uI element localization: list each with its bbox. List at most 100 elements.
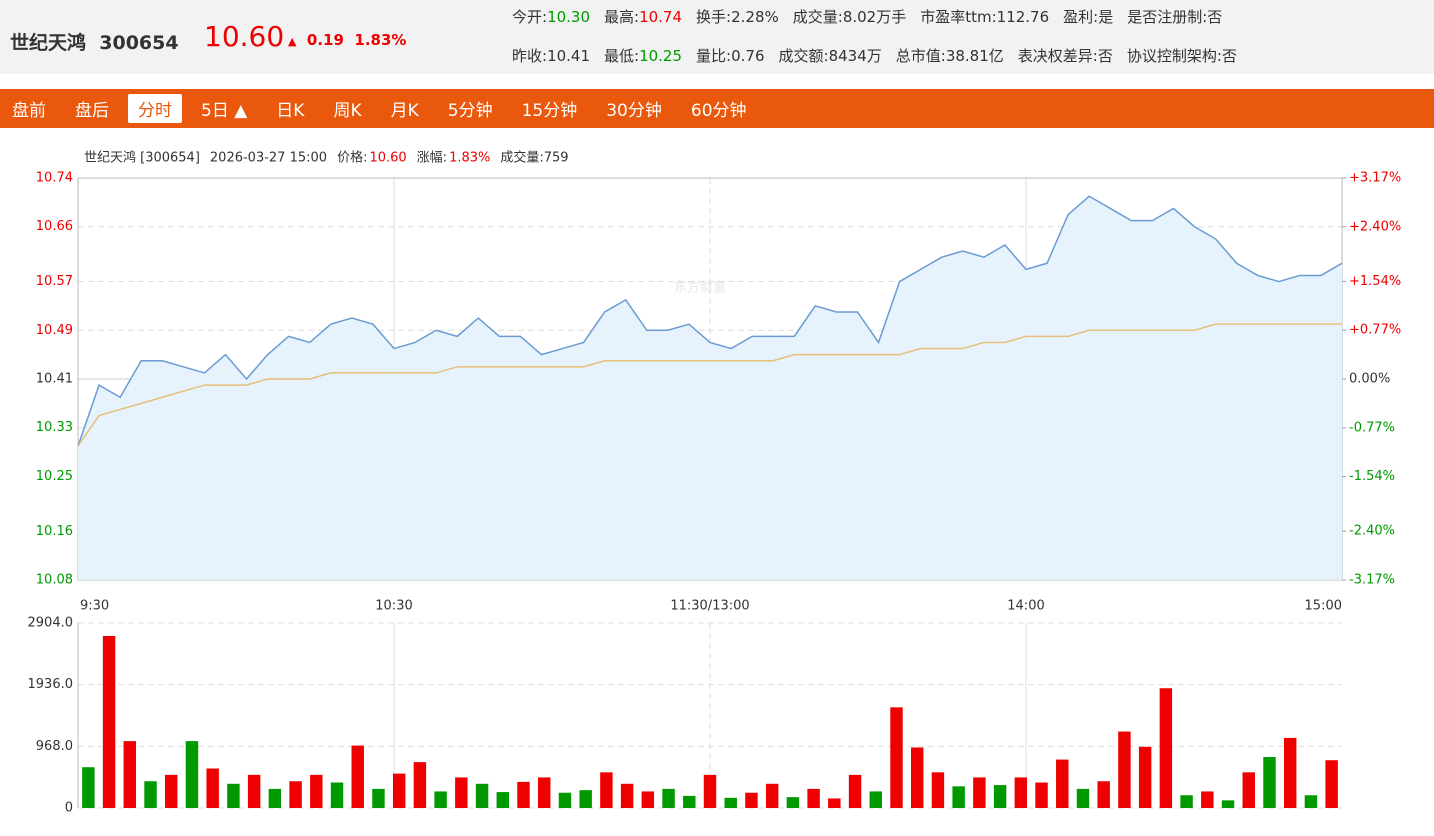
volume-bar: [724, 797, 737, 808]
stat: 量比:0.76: [696, 45, 764, 66]
volume-bar: [1242, 772, 1255, 808]
stat: 最高:10.74: [604, 6, 682, 27]
volume-bar: [1035, 782, 1048, 808]
volume-bar: [1097, 781, 1110, 808]
volume-bar: [165, 774, 178, 808]
y-tick-label: 10.74: [36, 171, 73, 186]
volume-bar: [1138, 746, 1152, 808]
y-tick-label: 10.16: [36, 524, 73, 539]
tab[interactable]: 月K: [390, 101, 419, 121]
volume-bar: [1076, 788, 1090, 808]
volume-bar: [1304, 795, 1318, 808]
volume-bar: [1221, 800, 1235, 808]
tab[interactable]: 盘前: [12, 101, 46, 121]
volume-bar: [600, 772, 613, 808]
y-tick-label: 10.08: [36, 573, 73, 588]
tab[interactable]: 60分钟: [690, 101, 747, 121]
tab[interactable]: 盘后: [75, 101, 109, 121]
volume-bar: [496, 792, 510, 808]
tab[interactable]: 30分钟: [606, 101, 662, 121]
volume-bar: [703, 774, 717, 808]
stat-label: 表决权差异:: [1017, 47, 1098, 65]
series-line: [77, 323, 1342, 447]
y-tick-label: 10.33: [36, 420, 73, 435]
volume-bar: [330, 782, 344, 808]
tab[interactable]: 15分钟: [521, 101, 578, 121]
volume-bar: [1180, 795, 1193, 808]
series-line: [77, 195, 1343, 447]
y-tick-label: 10.49: [36, 323, 73, 338]
volume-bar: [641, 791, 655, 808]
tab[interactable]: 日K: [276, 101, 305, 121]
stat-value: 112.76: [996, 8, 1050, 26]
watermark: 东方财富: [674, 280, 726, 296]
arrow: ▲: [288, 35, 297, 48]
stat-label: 协议控制架构:: [1126, 47, 1222, 65]
stat-value: 否: [1221, 47, 1237, 65]
volume-bar: [227, 783, 240, 808]
volume-bar: [372, 788, 385, 808]
volume-bar: [662, 788, 675, 808]
stat-value: 10.30: [547, 8, 591, 26]
volume-bar: [1056, 759, 1069, 808]
stat-value: 10.41: [547, 47, 591, 65]
stat: 盈利:是: [1063, 6, 1113, 27]
info-text: 世纪天鸿 [300654]: [84, 150, 200, 166]
stat-value: 是: [1098, 8, 1114, 26]
volume-bar: [517, 781, 530, 808]
y-tick-label: 10.66: [36, 219, 73, 234]
stat: 成交额:8434万: [779, 45, 882, 66]
volume-bar: [1283, 737, 1297, 808]
change: ▲ 0.19 1.83%: [288, 31, 406, 49]
volume-bar: [310, 774, 323, 808]
volume-bar: [268, 788, 282, 808]
stock-name: 世纪天鸿 300654: [10, 28, 179, 55]
stat-label: 成交量:: [792, 8, 843, 26]
stat-value: 2.28%: [731, 8, 779, 26]
tab[interactable]: 5日 ▲: [201, 101, 248, 121]
volume-bar: [683, 795, 696, 808]
price-area: [78, 196, 1342, 580]
info-text: 10.60: [369, 151, 406, 166]
y2-tick-label: -0.77%: [1349, 420, 1395, 435]
info-text: 2026-03-27 15:00: [210, 151, 327, 166]
stat: 成交量:8.02万手: [793, 6, 906, 27]
info-text: 1.83%: [449, 151, 490, 166]
stat: 表决权差异:否: [1018, 45, 1113, 66]
y-tick-label: 10.41: [36, 372, 73, 387]
stat-value: 8.02万手: [842, 8, 907, 26]
stat-label: 今开:: [512, 8, 548, 26]
y2-tick-label: -3.17%: [1349, 573, 1395, 588]
stat-row: 昨收:10.41 最低:10.25 量比:0.76 成交额:8434万 总市值:38.8…: [512, 45, 1251, 84]
volume-bar: [455, 777, 468, 808]
price: 10.60: [204, 20, 285, 53]
tab[interactable]: 5分钟: [447, 101, 493, 121]
volume-bar: [206, 768, 219, 808]
tab[interactable]: 周K: [333, 101, 362, 121]
stat-value: 8434万: [828, 47, 882, 65]
change-value: 0.19: [306, 31, 344, 49]
tab[interactable]: 分时: [128, 94, 182, 123]
volume-bar: [973, 777, 986, 808]
stat-value: 0.76: [731, 47, 765, 65]
y-tick-label: 0: [65, 801, 73, 816]
chart: 世纪天鸿 [300654] 2026-03-27 15:00 价格: 10.60 涨幅:…: [28, 150, 1402, 816]
y-tick-label: 10.25: [36, 469, 73, 484]
volume-bar: [910, 747, 924, 808]
volume-bar: [558, 792, 572, 808]
volume-bar: [890, 707, 903, 808]
volume-bar: [869, 791, 882, 808]
stat: 昨收:10.41: [512, 45, 590, 66]
volume-bar: [123, 741, 137, 808]
stat-label: 市盈率ttm:: [920, 8, 997, 26]
volume-bar: [786, 797, 800, 808]
stat: 今开:10.30: [512, 6, 590, 27]
volume-bar: [102, 635, 116, 808]
volume-bar: [1118, 731, 1131, 808]
y2-tick-label: -1.54%: [1349, 469, 1395, 484]
volume-bar: [1263, 757, 1276, 808]
info-text: 涨幅:: [417, 151, 447, 166]
x-tick-label: 10:30: [375, 599, 412, 614]
name: 世纪天鸿: [10, 32, 87, 54]
